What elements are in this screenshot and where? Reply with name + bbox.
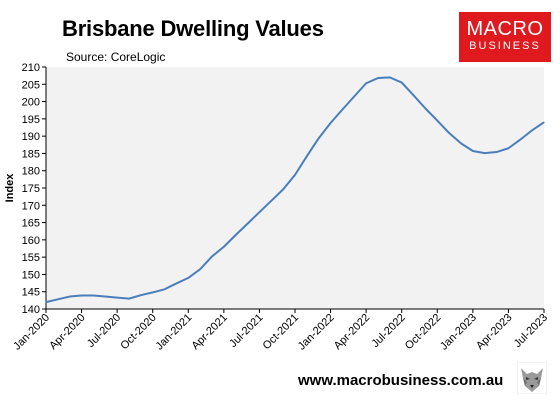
data-point	[484, 152, 486, 154]
data-point	[80, 294, 83, 297]
x-tick-label: Jul-2022	[370, 312, 408, 350]
data-point	[294, 174, 296, 176]
chart-title: Brisbane Dwelling Values	[62, 16, 324, 41]
data-point	[258, 211, 261, 213]
logo-line-2: BUSINESS	[469, 40, 541, 52]
data-point	[116, 296, 118, 299]
data-point	[246, 223, 249, 225]
data-point	[543, 121, 545, 123]
y-tick-label: 180	[22, 166, 40, 178]
y-tick-label: 175	[22, 183, 40, 195]
data-point	[389, 76, 391, 78]
data-point	[69, 295, 71, 298]
data-point	[92, 294, 95, 297]
data-point	[531, 129, 533, 131]
y-tick-label: 170	[22, 200, 40, 212]
data-point	[401, 81, 403, 84]
macrobusiness-logo: MACRO BUSINESS	[459, 12, 551, 62]
y-tick-label: 155	[22, 252, 40, 264]
y-tick-label: 190	[22, 131, 40, 143]
data-point	[104, 295, 106, 298]
y-tick-label: 140	[22, 304, 40, 316]
data-point	[412, 94, 415, 96]
y-tick-label: 160	[22, 235, 40, 247]
data-point	[341, 108, 344, 111]
x-tick-label: Apr-2022	[332, 312, 372, 352]
data-point	[140, 294, 142, 296]
data-point	[211, 255, 213, 258]
data-point	[436, 119, 438, 122]
y-tick-label: 150	[22, 269, 40, 281]
x-tick-label: Jan-2022	[296, 312, 337, 353]
y-axis-ticks: 140 145 150 155 160 165 170 175 180 185 190 195 200 2…	[22, 62, 46, 316]
data-point	[45, 301, 47, 303]
data-point	[353, 95, 355, 97]
wolf-icon	[517, 362, 547, 394]
data-point	[128, 298, 130, 300]
data-point	[472, 150, 474, 152]
y-tick-label: 200	[22, 97, 40, 109]
data-point	[495, 151, 498, 153]
chart-source: Source: CoreLogic	[66, 50, 166, 64]
data-point	[306, 155, 308, 157]
data-point	[57, 298, 59, 300]
data-point	[424, 107, 427, 110]
data-point	[175, 282, 178, 285]
x-tick-label: Oct-2022	[403, 312, 443, 352]
x-tick-label: Jul-2023	[512, 312, 550, 350]
website-url: www.macrobusiness.com.au	[298, 372, 504, 389]
x-tick-label: Jan-2020	[11, 312, 52, 353]
y-tick-label: 205	[22, 79, 40, 91]
x-tick-label: Jan-2023	[438, 312, 479, 353]
data-point	[152, 291, 154, 294]
y-tick-label: 165	[22, 218, 40, 230]
x-tick-label: Apr-2023	[474, 312, 514, 352]
x-tick-label: Oct-2021	[261, 312, 301, 352]
data-point	[519, 139, 521, 141]
data-point	[329, 122, 332, 124]
x-tick-label: Apr-2020	[47, 312, 87, 352]
x-tick-label: Jul-2020	[85, 312, 123, 350]
data-point	[163, 288, 166, 290]
data-point	[507, 147, 510, 149]
data-point	[282, 188, 284, 190]
y-tick-label: 195	[22, 114, 40, 126]
data-point	[318, 137, 320, 139]
data-point	[377, 77, 379, 79]
data-point	[223, 246, 225, 248]
series-points	[45, 76, 545, 303]
y-axis-title: Index	[4, 173, 16, 203]
plot-area	[46, 67, 544, 309]
data-point	[365, 82, 367, 84]
y-tick-label: 210	[22, 62, 40, 74]
x-tick-label: Jul-2021	[227, 312, 265, 350]
data-point	[199, 268, 201, 270]
x-tick-label: Oct-2020	[118, 312, 158, 352]
logo-line-1: MACRO	[466, 18, 544, 40]
y-tick-label: 185	[22, 148, 40, 160]
x-tick-label: Jan-2021	[153, 312, 194, 353]
x-tick-label: Apr-2021	[189, 312, 229, 352]
y-tick-label: 145	[22, 287, 40, 299]
data-point	[270, 200, 272, 202]
data-point	[235, 234, 237, 236]
data-point	[187, 277, 189, 279]
data-point	[448, 132, 450, 134]
data-point	[460, 142, 462, 145]
x-axis-ticks: Jan-2020Apr-2020Jul-2020Oct-2020Jan-2021…	[11, 309, 550, 353]
